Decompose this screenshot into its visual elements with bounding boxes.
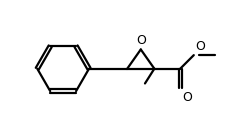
Text: O: O <box>195 40 205 53</box>
Text: O: O <box>182 91 192 104</box>
Text: O: O <box>136 34 146 47</box>
